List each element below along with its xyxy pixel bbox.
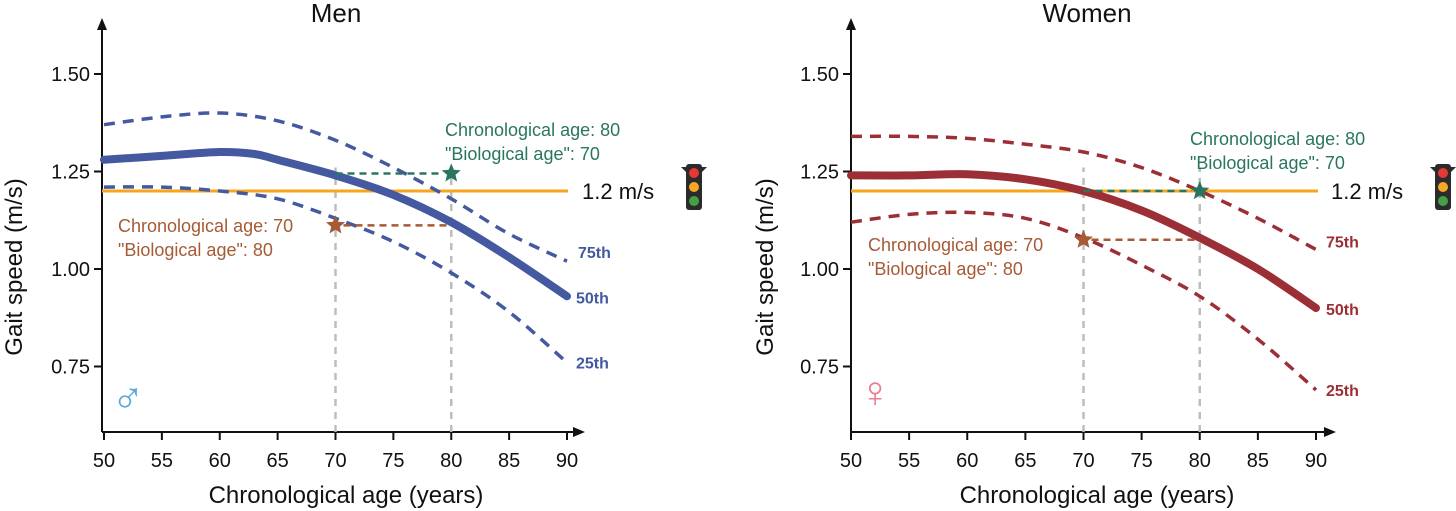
x-tick-label: 60 (209, 450, 231, 472)
chart-title: Women (1042, 0, 1131, 28)
y-tick-label: 0.75 (800, 357, 839, 379)
x-tick-label: 80 (440, 450, 462, 472)
chart-panel-women: Women 0.75 1.00 1.25 1.50 50 55 60 65 70 75 80 85 90 C… (752, 0, 1456, 509)
series-label-75th: 75th (1326, 235, 1359, 252)
annotation-text: "Biological age": 70 (445, 144, 600, 164)
x-tick-label: 70 (1072, 450, 1094, 472)
annotation-text: "Biological age": 80 (868, 259, 1023, 279)
star-marker (1074, 229, 1093, 248)
reference-line-label: 1.2 m/s (582, 179, 654, 204)
x-tick-label: 55 (151, 450, 173, 472)
y-tick-label: 1.50 (51, 64, 90, 86)
series-label-25th: 25th (1326, 383, 1359, 400)
star-marker (326, 215, 345, 234)
x-tick-label: 70 (324, 450, 346, 472)
male-symbol-icon: ♂ (112, 374, 145, 423)
y-axis-label: Gait speed (m/s) (1, 178, 28, 355)
y-tick-label: 1.25 (51, 162, 90, 184)
traffic-light-icon (1430, 164, 1456, 210)
series-label-25th: 25th (576, 356, 609, 373)
x-tick-label: 75 (1131, 450, 1153, 472)
series-line-75th (850, 134, 1317, 252)
x-axis-label: Chronological age (years) (209, 482, 484, 509)
star-marker (441, 163, 461, 182)
series-label-50th: 50th (1326, 302, 1359, 319)
y-axis-arrow (97, 18, 107, 30)
y-tick-label: 1.25 (800, 162, 839, 184)
x-tick-label: 65 (267, 450, 289, 472)
y-axis-label: Gait speed (m/s) (752, 178, 779, 355)
x-tick-label: 50 (840, 450, 862, 472)
annotation-text: "Biological age": 70 (1190, 153, 1345, 173)
x-tick-label: 80 (1189, 450, 1211, 472)
reference-line-label: 1.2 m/s (1331, 179, 1403, 204)
x-tick-label: 90 (556, 450, 578, 472)
x-tick-label: 65 (1014, 450, 1036, 472)
series-line-25th (103, 185, 569, 364)
x-axis-label: Chronological age (years) (960, 482, 1235, 509)
series-label-75th: 75th (578, 245, 611, 262)
x-tick-label: 60 (956, 450, 978, 472)
x-axis-arrow (573, 427, 585, 437)
star-marker (1190, 181, 1210, 200)
y-axis-arrow (846, 18, 856, 30)
annotation-text: Chronological age: 70 (868, 235, 1043, 255)
female-symbol-icon: ♀ (859, 368, 892, 417)
chart-panel-men: Men 0.75 1.00 1.25 1.50 50 55 60 65 70 75 80 85 90 Chr… (1, 0, 707, 509)
annotation-text: Chronological age: 80 (445, 120, 620, 140)
x-tick-label: 50 (93, 450, 115, 472)
x-tick-label: 75 (382, 450, 404, 472)
annotation-text: "Biological age": 80 (118, 240, 273, 260)
x-axis-arrow (1324, 427, 1336, 437)
y-tick-label: 0.75 (51, 357, 90, 379)
x-tick-label: 85 (498, 450, 520, 472)
series-line-75th (103, 111, 568, 263)
traffic-light-icon (681, 164, 707, 210)
series-line-50th (100, 147, 571, 301)
x-tick-label: 90 (1305, 450, 1327, 472)
annotation-text: Chronological age: 70 (118, 216, 293, 236)
y-tick-label: 1.00 (800, 259, 839, 281)
y-tick-label: 1.00 (51, 259, 90, 281)
chart-title: Men (311, 0, 362, 28)
y-tick-label: 1.50 (800, 64, 839, 86)
x-tick-label: 85 (1247, 450, 1269, 472)
x-tick-label: 55 (898, 450, 920, 472)
annotation-text: Chronological age: 80 (1190, 129, 1365, 149)
series-label-50th: 50th (576, 290, 609, 307)
series-line-25th (850, 210, 1318, 392)
